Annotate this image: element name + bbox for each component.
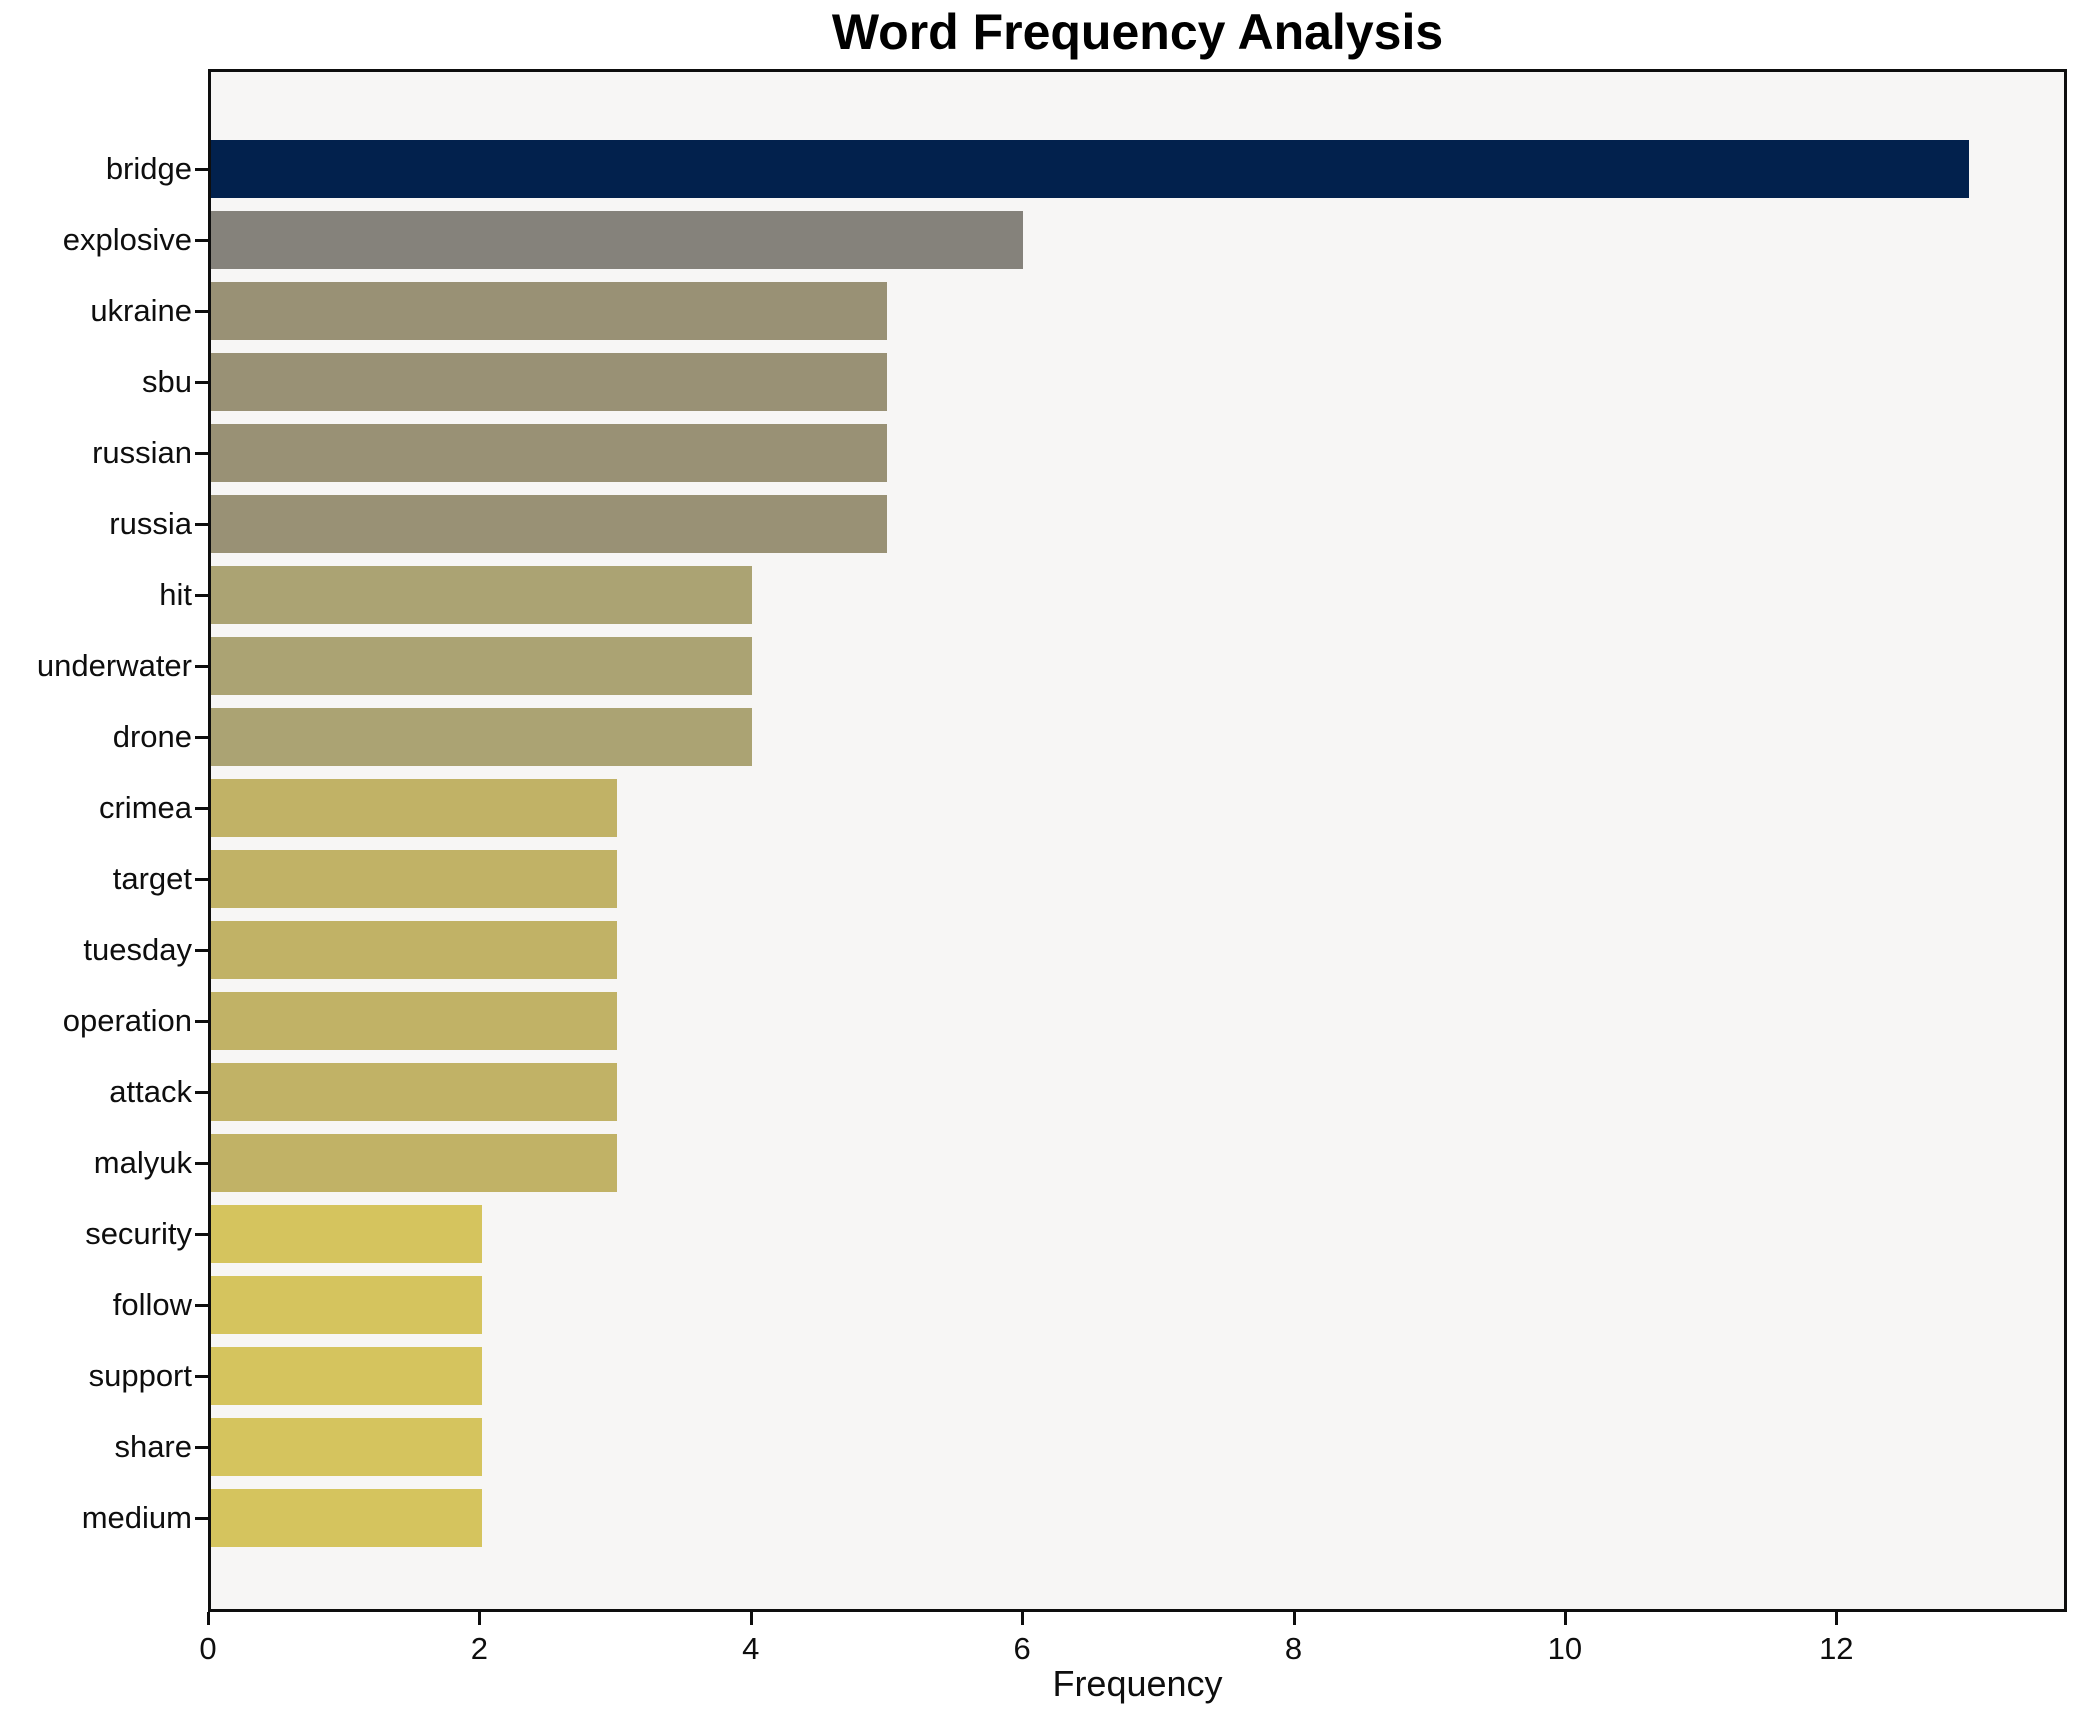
y-tick [195,594,208,597]
y-tick-label-tuesday: tuesday [83,932,192,967]
bar-medium [211,1489,482,1547]
y-tick-label-crimea: crimea [98,790,192,825]
x-tick-label-0: 0 [199,1631,217,1666]
bar-hit [211,566,753,624]
bar-attack [211,1063,617,1121]
y-tick-label-sbu: sbu [142,364,192,399]
bar-operation [211,992,617,1050]
y-tick [195,168,208,171]
bar-drone [211,708,753,766]
bar-support [211,1347,482,1405]
bar-crimea [211,779,617,837]
x-tick-label-12: 12 [1819,1631,1854,1666]
bar-russia [211,495,888,553]
y-tick [195,665,208,668]
x-tick [207,1612,210,1625]
x-tick-label-6: 6 [1013,1631,1031,1666]
y-tick-label-underwater: underwater [36,648,192,683]
y-tick [195,1517,208,1520]
y-tick [195,736,208,739]
y-tick-label-hit: hit [159,577,192,612]
y-tick-label-target: target [112,861,192,896]
y-tick-label-operation: operation [62,1003,192,1038]
y-tick-label-follow: follow [112,1287,192,1322]
y-tick-label-russian: russian [92,435,192,470]
y-tick-label-share: share [114,1429,192,1464]
bar-malyuk [211,1134,617,1192]
y-tick [195,878,208,881]
y-tick [195,1020,208,1023]
y-tick-label-support: support [88,1358,192,1393]
y-tick [195,807,208,810]
x-tick [1292,1612,1296,1625]
y-tick-label-malyuk: malyuk [93,1145,192,1180]
bar-underwater [211,637,753,695]
y-tick [195,523,208,526]
x-axis-label: Frequency [1052,1663,1223,1704]
y-tick [195,452,208,455]
bar-follow [211,1276,482,1334]
y-tick-label-medium: medium [81,1500,192,1535]
x-tick-label-8: 8 [1284,1631,1303,1666]
bar-tuesday [211,921,617,979]
x-tick-label-2: 2 [470,1631,488,1666]
y-tick [195,949,208,952]
bar-bridge [211,140,1970,198]
x-tick-label-4: 4 [742,1631,760,1666]
y-tick-label-explosive: explosive [62,222,192,257]
y-tick [195,1233,208,1236]
y-tick-label-ukraine: ukraine [90,293,192,328]
x-tick [749,1612,753,1625]
y-tick-label-attack: attack [109,1074,192,1109]
y-tick [195,1446,208,1449]
y-tick-label-russia: russia [109,506,192,541]
y-tick-label-security: security [85,1216,192,1251]
plot-area [208,69,2067,1612]
bar-security [211,1205,482,1263]
y-tick [195,381,208,384]
bar-share [211,1418,482,1476]
y-tick-label-drone: drone [112,719,192,754]
y-tick [195,1304,208,1307]
x-tick [1021,1612,1025,1625]
y-tick [195,310,208,313]
y-tick [195,239,208,242]
y-tick [195,1091,208,1094]
y-tick-label-bridge: bridge [105,151,192,186]
bar-russian [211,424,888,482]
y-tick [195,1375,208,1378]
bar-sbu [211,353,888,411]
bar-target [211,850,617,908]
chart-title: Word Frequency Analysis [831,4,1444,60]
x-tick [478,1612,482,1625]
y-tick [195,1162,208,1165]
x-tick [1563,1612,1567,1625]
x-tick [1835,1612,1839,1625]
bar-explosive [211,211,1023,269]
x-tick-label-10: 10 [1547,1631,1583,1666]
bar-ukraine [211,282,888,340]
